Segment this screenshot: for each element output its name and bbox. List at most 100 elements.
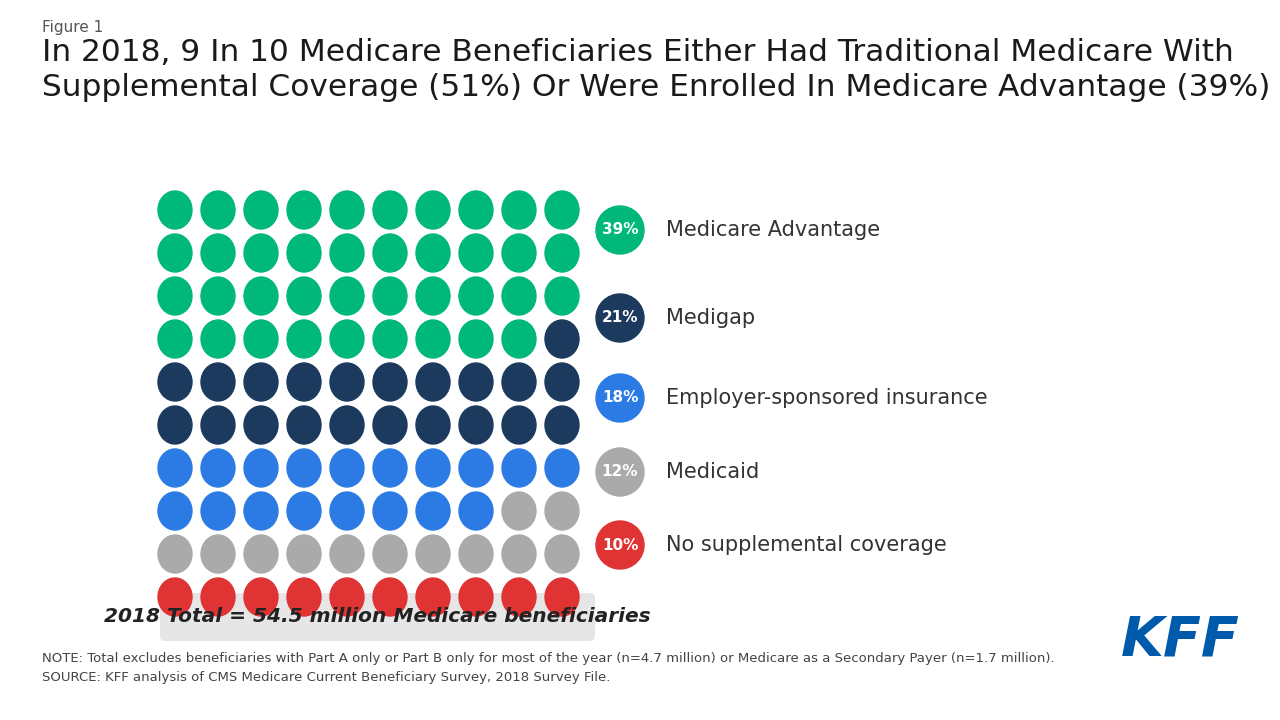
Ellipse shape xyxy=(545,277,579,315)
Ellipse shape xyxy=(330,320,364,358)
Text: 12%: 12% xyxy=(602,464,639,480)
Ellipse shape xyxy=(330,535,364,573)
Ellipse shape xyxy=(157,363,192,401)
Ellipse shape xyxy=(545,492,579,530)
Ellipse shape xyxy=(460,277,493,315)
Ellipse shape xyxy=(330,234,364,272)
Ellipse shape xyxy=(244,406,278,444)
Ellipse shape xyxy=(287,363,321,401)
Ellipse shape xyxy=(545,449,579,487)
Text: Figure 1: Figure 1 xyxy=(42,20,104,35)
Text: 18%: 18% xyxy=(602,390,639,405)
Ellipse shape xyxy=(372,234,407,272)
Ellipse shape xyxy=(201,449,236,487)
Text: NOTE: Total excludes beneficiaries with Part A only or Part B only for most of t: NOTE: Total excludes beneficiaries with … xyxy=(42,652,1055,684)
Circle shape xyxy=(596,206,644,254)
Ellipse shape xyxy=(502,406,536,444)
Ellipse shape xyxy=(502,492,536,530)
Ellipse shape xyxy=(157,234,192,272)
Text: 21%: 21% xyxy=(602,310,639,325)
Ellipse shape xyxy=(372,320,407,358)
Circle shape xyxy=(596,374,644,422)
Ellipse shape xyxy=(416,363,451,401)
Text: Employer-sponsored insurance: Employer-sponsored insurance xyxy=(666,388,988,408)
Ellipse shape xyxy=(416,406,451,444)
Ellipse shape xyxy=(460,320,493,358)
Ellipse shape xyxy=(502,234,536,272)
Ellipse shape xyxy=(244,277,278,315)
Ellipse shape xyxy=(416,578,451,616)
Ellipse shape xyxy=(330,492,364,530)
Ellipse shape xyxy=(157,320,192,358)
Ellipse shape xyxy=(502,320,536,358)
Ellipse shape xyxy=(416,277,451,315)
Ellipse shape xyxy=(287,406,321,444)
Ellipse shape xyxy=(330,406,364,444)
Ellipse shape xyxy=(287,277,321,315)
Ellipse shape xyxy=(287,578,321,616)
Ellipse shape xyxy=(416,449,451,487)
Text: 10%: 10% xyxy=(602,538,639,552)
Ellipse shape xyxy=(330,277,364,315)
Ellipse shape xyxy=(244,191,278,229)
Ellipse shape xyxy=(502,449,536,487)
Ellipse shape xyxy=(460,492,493,530)
Text: Medicare Advantage: Medicare Advantage xyxy=(666,220,881,240)
Ellipse shape xyxy=(244,578,278,616)
Circle shape xyxy=(596,294,644,342)
Ellipse shape xyxy=(330,449,364,487)
Ellipse shape xyxy=(502,535,536,573)
Ellipse shape xyxy=(201,535,236,573)
Text: KFF: KFF xyxy=(1121,614,1240,668)
Ellipse shape xyxy=(460,234,493,272)
Ellipse shape xyxy=(460,578,493,616)
Ellipse shape xyxy=(157,449,192,487)
Ellipse shape xyxy=(372,492,407,530)
Ellipse shape xyxy=(545,234,579,272)
Ellipse shape xyxy=(502,578,536,616)
Ellipse shape xyxy=(157,535,192,573)
Ellipse shape xyxy=(460,449,493,487)
Text: No supplemental coverage: No supplemental coverage xyxy=(666,535,947,555)
Ellipse shape xyxy=(201,234,236,272)
Ellipse shape xyxy=(545,363,579,401)
Ellipse shape xyxy=(416,320,451,358)
Ellipse shape xyxy=(416,535,451,573)
Text: 39%: 39% xyxy=(602,222,639,238)
Circle shape xyxy=(596,521,644,569)
Ellipse shape xyxy=(157,277,192,315)
Ellipse shape xyxy=(201,277,236,315)
Text: Medigap: Medigap xyxy=(666,308,755,328)
Ellipse shape xyxy=(416,191,451,229)
Ellipse shape xyxy=(502,277,536,315)
Ellipse shape xyxy=(157,492,192,530)
Ellipse shape xyxy=(244,234,278,272)
Circle shape xyxy=(596,448,644,496)
Ellipse shape xyxy=(201,492,236,530)
Ellipse shape xyxy=(372,277,407,315)
Ellipse shape xyxy=(460,406,493,444)
Ellipse shape xyxy=(287,492,321,530)
Ellipse shape xyxy=(372,449,407,487)
FancyBboxPatch shape xyxy=(160,593,595,641)
Ellipse shape xyxy=(372,363,407,401)
Ellipse shape xyxy=(287,535,321,573)
Text: 2018 Total = 54.5 million Medicare beneficiaries: 2018 Total = 54.5 million Medicare benef… xyxy=(104,606,650,626)
Ellipse shape xyxy=(287,449,321,487)
Ellipse shape xyxy=(201,578,236,616)
Ellipse shape xyxy=(502,191,536,229)
Text: Medicaid: Medicaid xyxy=(666,462,759,482)
Ellipse shape xyxy=(416,492,451,530)
Ellipse shape xyxy=(330,363,364,401)
Ellipse shape xyxy=(201,363,236,401)
Ellipse shape xyxy=(545,320,579,358)
Ellipse shape xyxy=(244,449,278,487)
Ellipse shape xyxy=(157,578,192,616)
Ellipse shape xyxy=(372,578,407,616)
Ellipse shape xyxy=(157,191,192,229)
Ellipse shape xyxy=(157,406,192,444)
Ellipse shape xyxy=(244,535,278,573)
Ellipse shape xyxy=(545,535,579,573)
Ellipse shape xyxy=(545,578,579,616)
Ellipse shape xyxy=(372,191,407,229)
